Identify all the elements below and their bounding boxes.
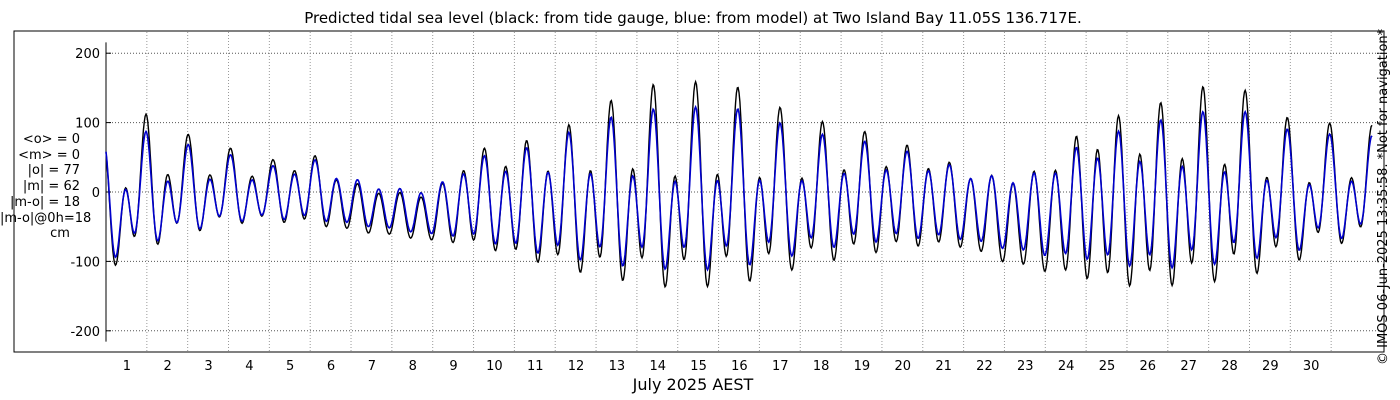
x-tick-label: 4	[245, 359, 253, 374]
x-tick-label: 10	[486, 359, 503, 374]
x-tick-label: 20	[895, 359, 912, 374]
chart-title: Predicted tidal sea level (black: from t…	[304, 9, 1082, 27]
x-tick-label: 8	[409, 359, 417, 374]
x-tick-label: 6	[327, 359, 335, 374]
x-tick-label: 2	[164, 359, 172, 374]
y-tick-label: 100	[75, 117, 100, 132]
x-tick-label: 12	[568, 359, 585, 374]
x-tick-label: 22	[976, 359, 993, 374]
credit-label: © IMOS 06-Jun-2025 13:35:58. *Not for na…	[1376, 28, 1391, 365]
x-tick-label: 1	[123, 359, 131, 374]
x-axis-label: July 2025 AEST	[632, 375, 754, 394]
x-tick-label: 27	[1180, 359, 1197, 374]
x-tick-label: 21	[935, 359, 952, 374]
x-tick-label: 7	[368, 359, 376, 374]
x-tick-label: 25	[1099, 359, 1116, 374]
x-tick-label: 23	[1017, 359, 1034, 374]
x-tick-label: 19	[854, 359, 871, 374]
y-tick-label: -200	[70, 325, 100, 340]
series-tide-gauge-line	[105, 79, 1373, 289]
stat-diff-at-0h: |m-o|@0h=18	[0, 210, 92, 226]
y-tick-label: 0	[92, 186, 100, 201]
x-tick-label: 14	[649, 359, 666, 374]
stat-model-abs: |m| = 62	[22, 179, 80, 195]
stats-panel: <o> = 0 <m> = 0 |o| = 77 |m| = 62 |m-o| …	[0, 132, 92, 242]
x-tick-label: 3	[204, 359, 212, 374]
stat-obs-abs: |o| = 77	[27, 163, 80, 179]
x-tick-label: 13	[609, 359, 626, 374]
x-tick-label: 29	[1262, 359, 1279, 374]
x-tick-label: 16	[731, 359, 748, 374]
plot-frame	[13, 30, 1385, 353]
stat-model-mean: <m> = 0	[18, 147, 80, 163]
y-tick-label: -100	[70, 255, 100, 270]
stat-unit: cm	[50, 226, 70, 242]
x-tick-label: 17	[772, 359, 789, 374]
x-tick-label: 9	[449, 359, 457, 374]
y-tick-label: 200	[75, 47, 100, 62]
x-tick-label: 11	[527, 359, 544, 374]
x-tick-label: 5	[286, 359, 294, 374]
x-tick-label: 28	[1221, 359, 1238, 374]
series-model-line	[105, 104, 1373, 272]
x-tick-label: 24	[1058, 359, 1075, 374]
x-tick-label: 15	[690, 359, 707, 374]
x-tick-label: 18	[813, 359, 830, 374]
x-tick-label: 26	[1140, 359, 1157, 374]
stat-obs-mean: <o> = 0	[22, 132, 80, 147]
x-tick-label: 30	[1303, 359, 1320, 374]
stat-diff-abs: |m-o| = 18	[9, 194, 80, 210]
